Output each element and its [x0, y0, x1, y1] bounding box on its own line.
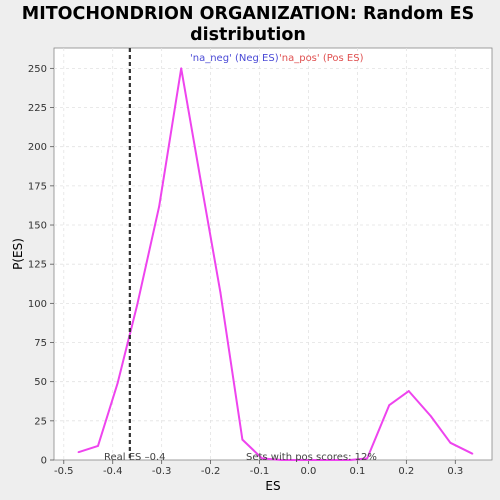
x-tick-label: 0.1 — [349, 466, 365, 477]
y-axis-label: P(ES) — [11, 238, 25, 270]
es-distribution-line — [78, 67, 473, 461]
es-distribution-point — [158, 205, 161, 208]
es-distribution-point — [349, 459, 351, 461]
chart-title-line-1: MITOCHONDRION ORGANIZATION: Random ES — [22, 4, 474, 24]
x-tick-label: -0.2 — [201, 466, 221, 477]
y-tick-label: 100 — [28, 299, 47, 310]
x-axis-label: ES — [265, 479, 280, 493]
x-tick-label: 0.2 — [398, 466, 414, 477]
es-distribution-point — [366, 457, 369, 460]
plot-area — [53, 47, 493, 461]
legend-entry-neg: 'na_neg' (Neg ES) — [190, 53, 279, 64]
x-tick-label: 0.3 — [447, 466, 463, 477]
es-distribution-point — [280, 459, 283, 461]
pos-scores-annotation: Sets with pos scores: 12% — [246, 452, 377, 463]
y-tick-label: 225 — [28, 103, 47, 114]
x-tick-label: -0.4 — [103, 466, 123, 477]
y-tick-label: 25 — [34, 416, 47, 427]
x-axis: -0.5 -0.4 -0.3 -0.2 -0.1 0.0 0.1 0.2 0.3 — [54, 460, 463, 477]
grid-lines — [54, 48, 492, 460]
es-distribution-point — [307, 459, 310, 461]
y-tick-label: 0 — [41, 456, 47, 467]
x-tick-label: -0.5 — [54, 466, 74, 477]
y-tick-label: 75 — [34, 338, 47, 349]
es-distribution-point — [429, 415, 432, 418]
legend-entry-pos: 'na_pos' (Pos ES) — [279, 53, 364, 64]
es-distribution-point — [77, 451, 80, 454]
y-tick-label: 250 — [28, 64, 47, 75]
es-distribution-point — [180, 67, 183, 70]
x-tick-label: -0.1 — [250, 466, 270, 477]
y-axis: 0 25 50 75 100 125 150 175 200 225 250 — [28, 64, 54, 467]
x-tick-label: -0.3 — [152, 466, 172, 477]
es-distribution-point — [449, 441, 452, 444]
x-tick-label: 0.0 — [301, 466, 317, 477]
y-tick-label: 125 — [28, 260, 47, 271]
y-tick-label: 200 — [28, 142, 47, 153]
es-distribution-point — [261, 457, 263, 460]
chart-title-line-2: distribution — [190, 25, 306, 45]
es-distribution-point — [388, 404, 391, 407]
real-es-label: Real ES –0.4 — [104, 452, 165, 463]
es-distribution-point — [471, 452, 474, 455]
es-distribution-point — [97, 445, 99, 447]
es-distribution-point — [136, 304, 139, 306]
es-distribution-point — [407, 390, 410, 392]
es-distribution-point — [199, 180, 202, 183]
y-tick-label: 175 — [28, 181, 47, 192]
es-distribution-point — [219, 291, 222, 294]
y-tick-label: 50 — [34, 377, 47, 388]
series-group — [77, 67, 474, 461]
es-distribution-point — [116, 382, 119, 385]
es-distribution-point — [241, 438, 244, 441]
y-tick-label: 150 — [28, 221, 47, 232]
es-distribution-point — [332, 459, 334, 461]
